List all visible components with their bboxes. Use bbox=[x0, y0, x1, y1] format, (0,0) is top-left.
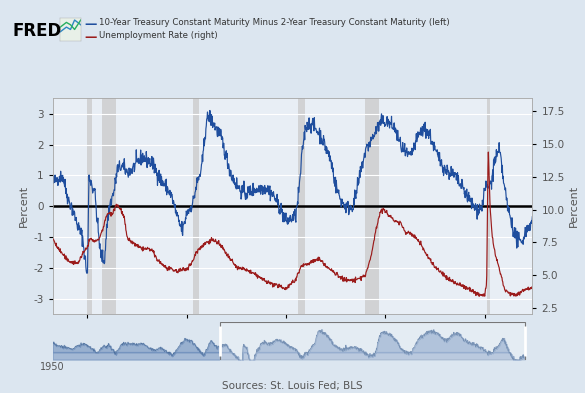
Text: Unemployment Rate (right): Unemployment Rate (right) bbox=[99, 31, 218, 40]
Bar bbox=[364, 98, 380, 314]
Bar bbox=[87, 98, 92, 314]
Bar bbox=[298, 98, 305, 314]
Bar bbox=[220, 322, 525, 360]
Text: FRED: FRED bbox=[13, 22, 62, 40]
Text: —: — bbox=[85, 18, 97, 31]
Text: 10-Year Treasury Constant Maturity Minus 2-Year Treasury Constant Maturity (left: 10-Year Treasury Constant Maturity Minus… bbox=[99, 18, 450, 27]
Y-axis label: Percent: Percent bbox=[19, 185, 29, 228]
Text: Sources: St. Louis Fed; BLS: Sources: St. Louis Fed; BLS bbox=[222, 381, 363, 391]
Bar bbox=[192, 98, 199, 314]
Bar bbox=[102, 98, 116, 314]
Y-axis label: Percent: Percent bbox=[569, 185, 579, 228]
Text: —: — bbox=[85, 31, 97, 44]
Bar bbox=[487, 98, 490, 314]
